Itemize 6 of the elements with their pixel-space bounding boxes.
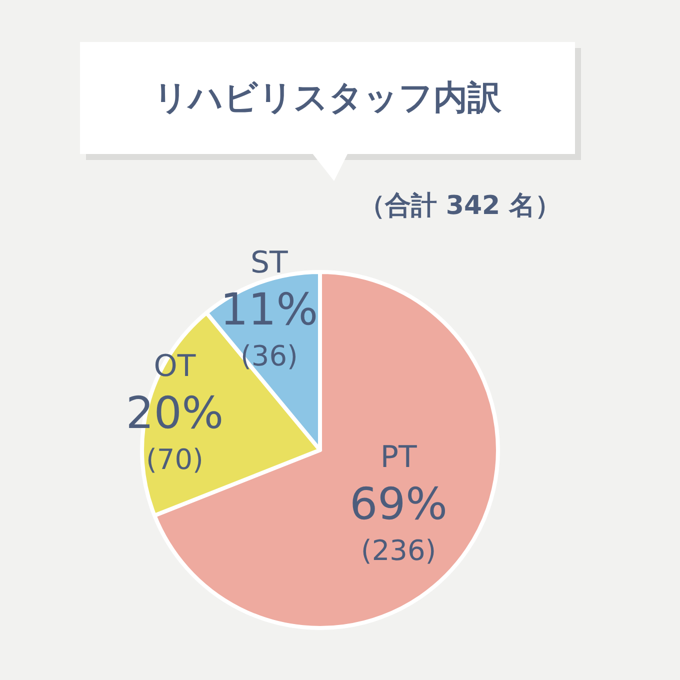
chart-subtitle: （合計 342 名）: [358, 190, 562, 223]
slice-label: ST: [250, 245, 289, 280]
data-label: 69% (236): [350, 478, 448, 567]
chart-title: リハビリスタッフ内訳: [80, 42, 575, 154]
slice-label: PT: [380, 440, 418, 475]
data-label: 11% (36): [220, 284, 318, 372]
